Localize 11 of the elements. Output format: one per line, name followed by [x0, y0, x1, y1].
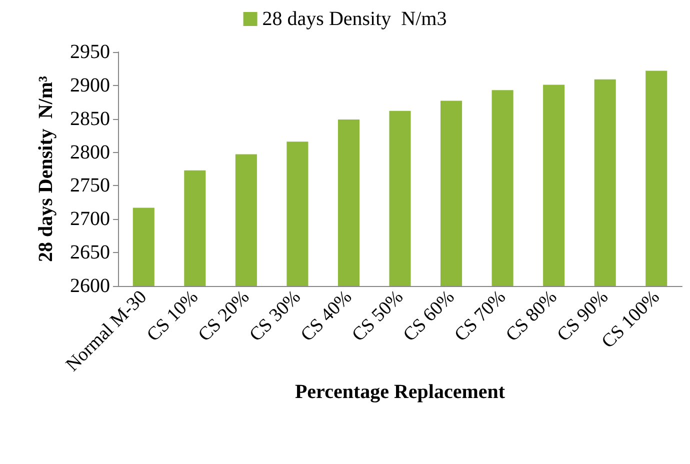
y-tick-label: 2750 — [70, 174, 110, 197]
y-tick-label: 2800 — [70, 141, 110, 164]
y-axis-title: 28 days Density N/m³ — [35, 76, 57, 262]
y-tick-label: 2600 — [70, 275, 110, 297]
y-tick-label: 2900 — [70, 74, 110, 96]
x-axis-title: Percentage Replacement — [294, 380, 506, 403]
y-tick-label: 2650 — [70, 242, 110, 264]
legend-label: 28 days Density N/m3 — [262, 8, 447, 30]
y-tick-label: 2850 — [70, 108, 110, 130]
y-tick-label: 2950 — [70, 41, 110, 63]
y-tick-label: 2700 — [70, 208, 110, 230]
